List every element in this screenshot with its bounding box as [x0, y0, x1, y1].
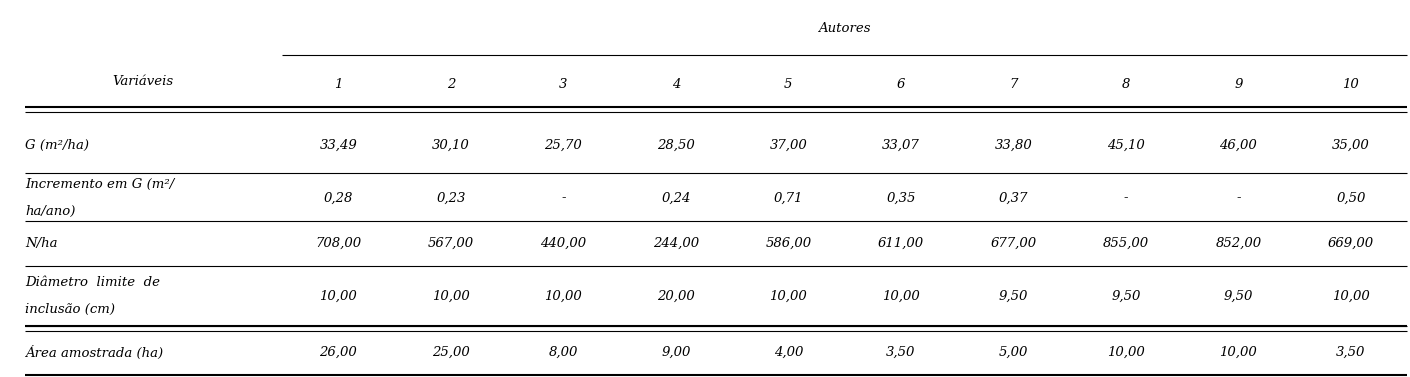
Text: N/ha: N/ha [25, 237, 58, 250]
Text: 0,35: 0,35 [885, 192, 915, 204]
Text: 9,50: 9,50 [998, 290, 1028, 302]
Text: 28,50: 28,50 [657, 139, 695, 152]
Text: 35,00: 35,00 [1332, 139, 1369, 152]
Text: 1: 1 [334, 78, 343, 91]
Text: 586,00: 586,00 [766, 237, 811, 250]
Text: 4,00: 4,00 [774, 346, 804, 359]
Text: 611,00: 611,00 [878, 237, 924, 250]
Text: 37,00: 37,00 [770, 139, 807, 152]
Text: 45,10: 45,10 [1107, 139, 1145, 152]
Text: 10: 10 [1342, 78, 1359, 91]
Text: 3: 3 [560, 78, 567, 91]
Text: 10,00: 10,00 [1220, 346, 1258, 359]
Text: 3,50: 3,50 [1337, 346, 1366, 359]
Text: 9,00: 9,00 [661, 346, 691, 359]
Text: 10,00: 10,00 [770, 290, 807, 302]
Text: 46,00: 46,00 [1220, 139, 1258, 152]
Text: 0,71: 0,71 [774, 192, 804, 204]
Text: 25,00: 25,00 [431, 346, 470, 359]
Text: 9,50: 9,50 [1224, 290, 1253, 302]
Text: 33,07: 33,07 [883, 139, 919, 152]
Text: 5,00: 5,00 [998, 346, 1028, 359]
Text: 8,00: 8,00 [548, 346, 578, 359]
Text: Área amostrada (ha): Área amostrada (ha) [25, 345, 164, 360]
Text: -: - [561, 192, 565, 204]
Text: 0,28: 0,28 [323, 192, 352, 204]
Text: 33,49: 33,49 [320, 139, 357, 152]
Text: 10,00: 10,00 [544, 290, 582, 302]
Text: 25,70: 25,70 [544, 139, 582, 152]
Text: 20,00: 20,00 [657, 290, 695, 302]
Text: -: - [1237, 192, 1241, 204]
Text: Diâmetro  limite  de: Diâmetro limite de [25, 276, 161, 289]
Text: 33,80: 33,80 [994, 139, 1032, 152]
Text: 669,00: 669,00 [1328, 237, 1373, 250]
Text: Autores: Autores [818, 22, 871, 35]
Text: 244,00: 244,00 [653, 237, 699, 250]
Text: 708,00: 708,00 [316, 237, 361, 250]
Text: G (m²/ha): G (m²/ha) [25, 139, 89, 152]
Text: 8: 8 [1122, 78, 1129, 91]
Text: 10,00: 10,00 [1332, 290, 1369, 302]
Text: 440,00: 440,00 [540, 237, 587, 250]
Text: 0,37: 0,37 [998, 192, 1028, 204]
Text: -: - [1124, 192, 1128, 204]
Text: 26,00: 26,00 [320, 346, 357, 359]
Text: 855,00: 855,00 [1103, 237, 1149, 250]
Text: 0,23: 0,23 [436, 192, 465, 204]
Text: 9: 9 [1234, 78, 1242, 91]
Text: 10,00: 10,00 [320, 290, 357, 302]
Text: 2: 2 [447, 78, 455, 91]
Text: Variáveis: Variáveis [113, 75, 173, 87]
Text: inclusão (cm): inclusão (cm) [25, 303, 116, 316]
Text: 10,00: 10,00 [883, 290, 919, 302]
Text: 852,00: 852,00 [1215, 237, 1262, 250]
Text: 10,00: 10,00 [431, 290, 470, 302]
Text: 567,00: 567,00 [427, 237, 474, 250]
Text: 10,00: 10,00 [1107, 346, 1145, 359]
Text: 5: 5 [784, 78, 792, 91]
Text: 677,00: 677,00 [990, 237, 1036, 250]
Text: 0,50: 0,50 [1337, 192, 1366, 204]
Text: Incremento em G (m²/: Incremento em G (m²/ [25, 178, 175, 191]
Text: 4: 4 [671, 78, 680, 91]
Text: 7: 7 [1010, 78, 1018, 91]
Text: 0,24: 0,24 [661, 192, 691, 204]
Text: 3,50: 3,50 [885, 346, 915, 359]
Text: 9,50: 9,50 [1111, 290, 1141, 302]
Text: ha/ano): ha/ano) [25, 205, 76, 218]
Text: 6: 6 [897, 78, 905, 91]
Text: 30,10: 30,10 [431, 139, 470, 152]
